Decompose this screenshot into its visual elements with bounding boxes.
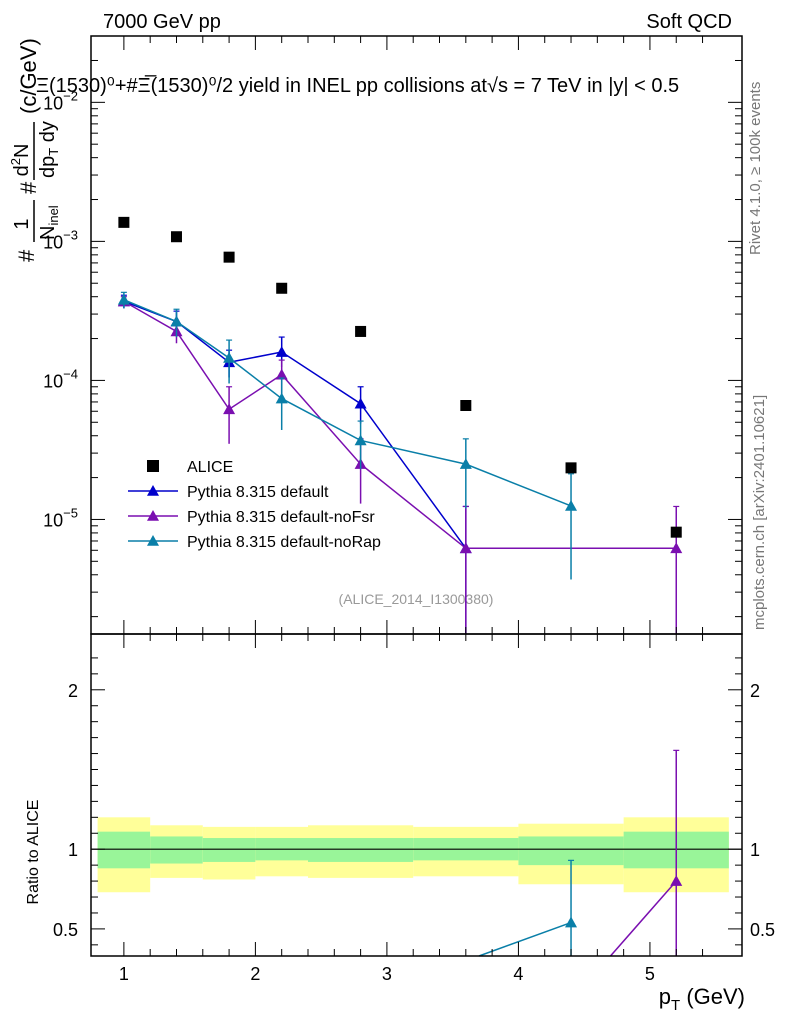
legend-marker	[147, 535, 159, 546]
alice-marker	[118, 216, 130, 228]
ratio-y-axis-label: Ratio to ALICE	[25, 800, 42, 905]
x-tick-label: 2	[250, 964, 260, 984]
legend-label: Pythia 8.315 default-noRap	[187, 534, 381, 551]
header-left: 7000 GeV pp	[103, 11, 221, 33]
rivet-label: Rivet 4.1.0, ≥ 100k events	[747, 82, 764, 255]
x-tick-label: 3	[382, 964, 392, 984]
x-tick-label: 4	[513, 964, 523, 984]
xlabel-t: T	[671, 997, 680, 1014]
y-tick-label: 10−3	[43, 227, 78, 252]
y-tick-base: 10	[43, 371, 63, 391]
alice-marker	[670, 526, 682, 538]
alice-marker	[170, 231, 182, 243]
alice-marker	[565, 462, 577, 474]
svg-text:(c/GeV): (c/GeV)	[16, 38, 41, 114]
ylabel-two: 2	[8, 158, 23, 165]
y-tick-base: 10	[43, 93, 63, 113]
legend-label: ALICE	[187, 459, 233, 476]
y-tick-label: 10−4	[43, 366, 78, 391]
series-marker	[354, 397, 367, 409]
series-marker	[459, 542, 472, 554]
ratio-y-tick-label: 0.5	[53, 920, 78, 940]
y-tick-base: 10	[43, 510, 63, 530]
series-marker	[223, 351, 236, 363]
y-tick-exp: −2	[63, 88, 78, 103]
series-marker	[354, 434, 367, 446]
ratio-y-tick-label: 2	[68, 681, 78, 701]
ratio-y-tick-label-right: 2	[750, 681, 760, 701]
series-marker	[223, 403, 236, 415]
ratio-marker	[670, 875, 683, 886]
alice-marker	[460, 400, 472, 412]
y-tick-exp: −3	[63, 227, 78, 242]
alice-marker	[355, 325, 367, 337]
y-tick-label: 10−2	[43, 88, 78, 113]
series-marker	[275, 346, 288, 357]
legend: ALICE Pythia 8.315 default Pythia 8.315 de…	[128, 459, 381, 551]
plot-title: Ξ(1530)⁰+#Ξ̅(1530)⁰/2 yield in INEL pp c…	[36, 74, 679, 97]
y-tick-base: 10	[43, 232, 63, 252]
ylabel-one: 1	[11, 218, 33, 229]
ratio-y-tick-label: 1	[68, 840, 78, 860]
ratio-band-stat	[150, 836, 203, 864]
y-axis-label: # 1 Ninel # d2N dpT dy (c/GeV)	[8, 38, 61, 262]
ratio-y-tick-label-right: 1	[750, 840, 760, 860]
ylabel-dy: dy	[37, 121, 59, 148]
y-tick-label: 10−5	[43, 505, 78, 530]
ratio-band-stat	[97, 831, 151, 869]
legend-marker	[147, 510, 159, 521]
series-marker	[275, 368, 288, 380]
svg-text:1: 1	[11, 218, 33, 229]
ylabel-dp: dp	[37, 156, 59, 178]
ylabel-inel: inel	[46, 205, 61, 225]
alice-marker	[276, 282, 288, 294]
ratio-band-stat	[308, 838, 414, 862]
ylabel-n: N	[37, 226, 59, 240]
svg-text:d2N: d2N	[8, 144, 33, 177]
series-marker	[170, 315, 183, 327]
xlabel-rest: (GeV)	[680, 984, 745, 1009]
series-marker	[459, 458, 472, 469]
series-marker	[670, 542, 683, 554]
ylabel-prefix: #	[14, 249, 39, 262]
ylabel-d: d	[11, 165, 33, 176]
ratio-band-stat	[202, 838, 256, 862]
svg-text:Ninel: Ninel	[37, 205, 61, 240]
series-marker	[117, 293, 130, 305]
legend-marker	[147, 485, 159, 496]
alice-marker	[223, 251, 235, 263]
series-marker	[565, 499, 578, 511]
watermark: (ALICE_2014_I1300380)	[339, 591, 494, 607]
ratio-y-tick-label-right: 0.5	[750, 920, 775, 940]
series-marker	[275, 392, 288, 404]
ratio-series-line	[478, 921, 572, 957]
svg-text:dpT dy: dpT dy	[37, 121, 61, 178]
ratio-marker	[565, 916, 578, 928]
legend-label: Pythia 8.315 default-noFsr	[187, 509, 375, 526]
x-tick-label: 5	[645, 964, 655, 984]
header-right: Soft QCD	[646, 11, 732, 33]
legend-marker-alice	[147, 460, 159, 472]
ylabel-units: (c/GeV)	[16, 38, 41, 114]
ratio-series-line	[609, 880, 677, 957]
axes: 1 2 3 4 510−210−310−410−50.5 0.51 12 2	[43, 35, 775, 984]
svg-text:#: #	[16, 181, 41, 194]
ratio-frame	[90, 633, 743, 957]
ylabel-dp-t: T	[46, 148, 61, 156]
x-axis-label: pT (GeV)	[659, 984, 745, 1014]
x-tick-label: 1	[119, 964, 129, 984]
xlabel-p: p	[659, 984, 671, 1009]
legend-label: Pythia 8.315 default	[187, 484, 329, 501]
ylabel-hash: #	[16, 181, 41, 194]
y-tick-exp: −5	[63, 505, 78, 520]
ratio-bands	[91, 817, 742, 893]
svg-text:#: #	[14, 249, 39, 262]
main-plot	[117, 216, 683, 634]
mcplots-label: mcplots.cern.ch [arXiv:2401.10621]	[751, 395, 768, 630]
ylabel-nn: N	[11, 144, 33, 158]
ratio-plot	[478, 749, 683, 957]
y-tick-exp: −4	[63, 366, 78, 381]
